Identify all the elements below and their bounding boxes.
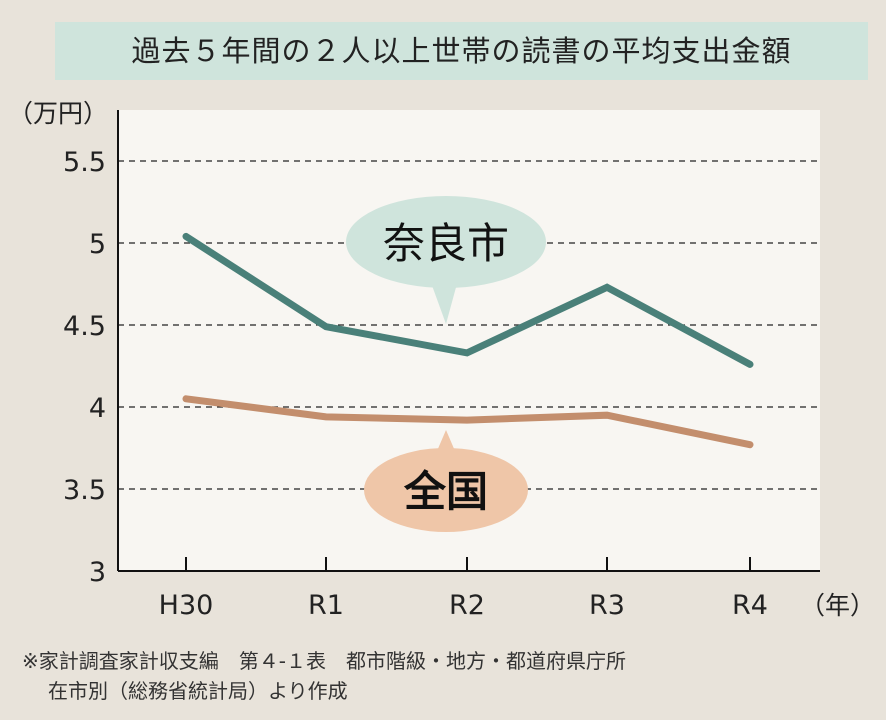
y-tick-label: 5.5 <box>63 147 106 178</box>
x-tick-label: R2 <box>449 590 485 621</box>
x-tick-label: H30 <box>159 590 214 621</box>
legend-bubble-tail <box>430 280 458 324</box>
source-note-line2: 在市別（総務省統計局）より作成 <box>48 679 348 703</box>
legend-label: 奈良市 <box>383 219 509 268</box>
x-axis-label: （年） <box>800 591 875 620</box>
y-tick-label: 3.5 <box>63 475 106 506</box>
x-tick-label: R4 <box>732 590 768 621</box>
y-tick-label: 3 <box>89 557 106 588</box>
y-axis-label: （万円） <box>8 99 108 128</box>
x-tick-label: R1 <box>308 590 344 621</box>
chart-title: 過去５年間の２人以上世帯の読書の平均支出金額 <box>55 22 868 80</box>
x-tick-label: R3 <box>589 590 625 621</box>
y-tick-label: 4.5 <box>63 311 106 342</box>
source-note: ※家計調査家計収支編 第４-１表 都市階級・地方・都道府県庁所 在市別（総務省統… <box>22 646 626 706</box>
y-tick-label: 4 <box>89 393 106 424</box>
legend-bubble <box>346 196 546 288</box>
legend-bubble <box>364 448 528 532</box>
source-note-line1: ※家計調査家計収支編 第４-１表 都市階級・地方・都道府県庁所 <box>22 649 626 673</box>
legend-label: 全国 <box>403 467 488 516</box>
y-tick-label: 5 <box>89 229 106 260</box>
